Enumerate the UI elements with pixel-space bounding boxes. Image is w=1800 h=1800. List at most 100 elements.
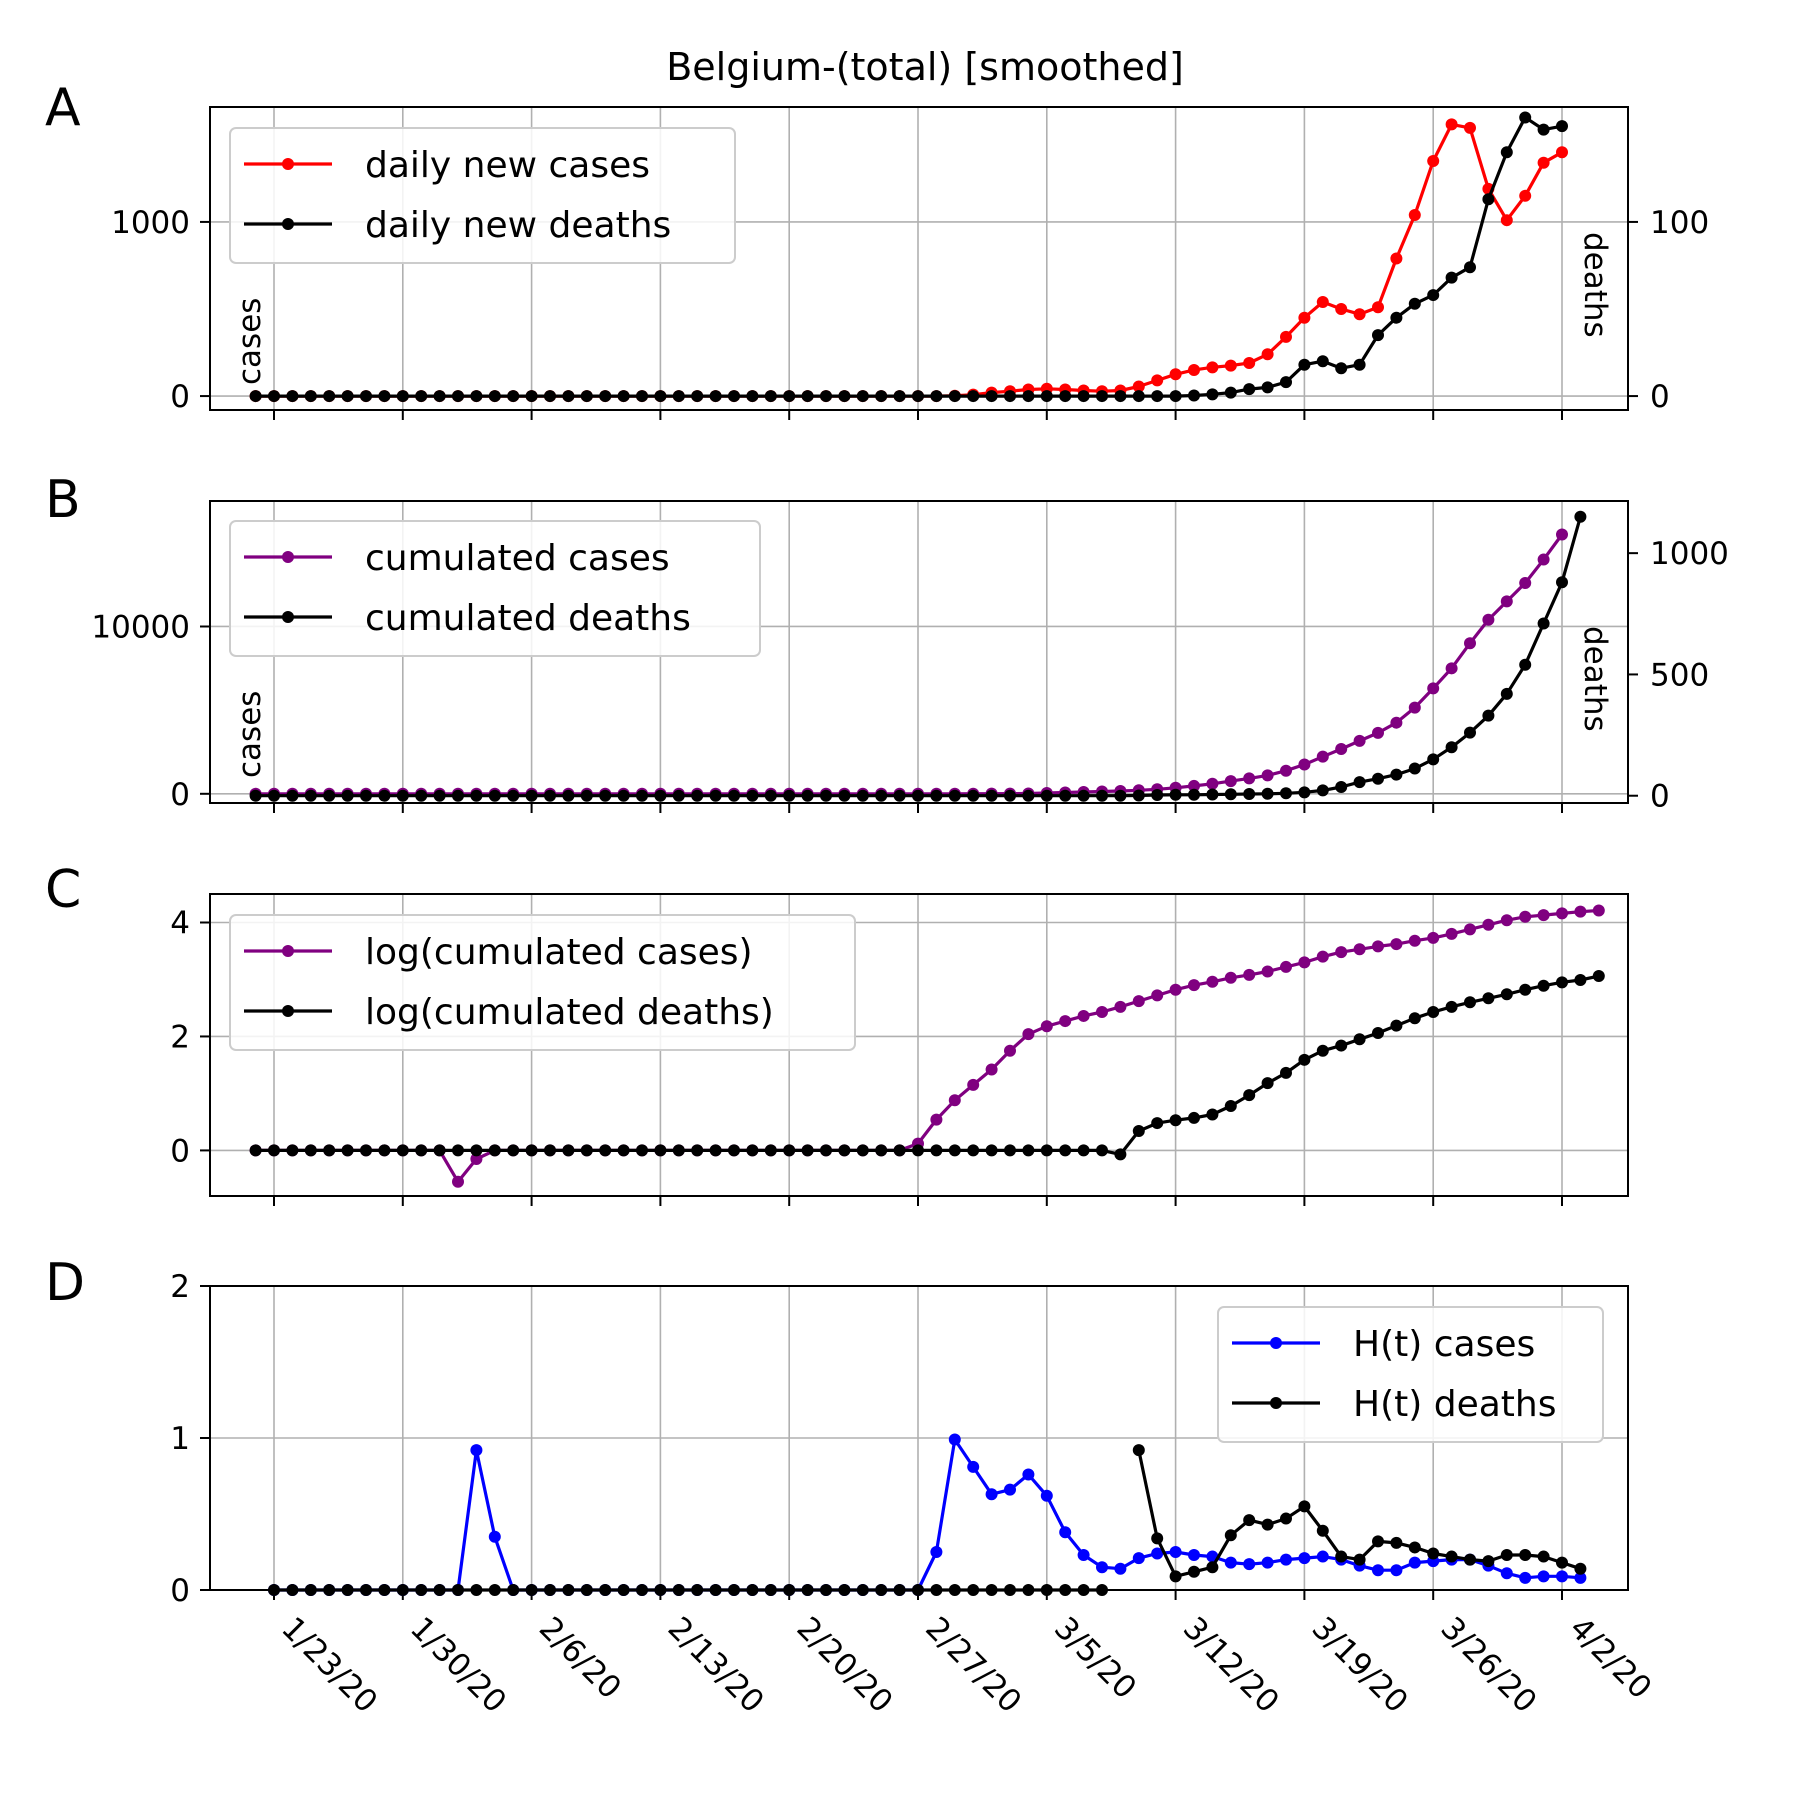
data-point bbox=[1372, 772, 1384, 785]
data-point bbox=[470, 1444, 483, 1457]
data-point bbox=[746, 789, 759, 802]
panel-letter: B bbox=[45, 470, 81, 530]
data-point bbox=[1096, 1561, 1108, 1574]
data-point bbox=[1464, 923, 1476, 936]
data-point bbox=[1132, 995, 1145, 1008]
legend: daily new cases daily new deaths bbox=[229, 127, 736, 264]
data-point bbox=[1022, 789, 1035, 802]
legend-marker bbox=[282, 1005, 294, 1017]
legend-marker bbox=[282, 945, 294, 957]
data-point bbox=[1537, 123, 1550, 136]
data-point bbox=[948, 1094, 961, 1107]
y-tick-label: 0 bbox=[170, 1573, 190, 1609]
data-point bbox=[801, 789, 814, 802]
data-point bbox=[378, 789, 391, 802]
data-point bbox=[599, 1144, 612, 1157]
data-point bbox=[1537, 909, 1550, 922]
y-tick-label: 0 bbox=[170, 379, 190, 415]
data-point bbox=[1353, 776, 1366, 789]
data-point bbox=[1114, 1000, 1127, 1013]
data-point bbox=[1077, 1144, 1090, 1157]
data-point bbox=[1298, 358, 1311, 371]
data-point bbox=[341, 789, 354, 802]
data-point bbox=[1390, 1019, 1403, 1032]
data-point bbox=[1519, 111, 1532, 124]
y-axis-label: cases bbox=[232, 691, 268, 778]
data-point bbox=[580, 789, 593, 802]
data-point bbox=[967, 1144, 980, 1157]
data-point bbox=[1556, 528, 1568, 541]
legend-marker bbox=[282, 158, 294, 170]
legend-label: log(cumulated deaths) bbox=[365, 992, 774, 1033]
data-point bbox=[1574, 905, 1587, 918]
data-point bbox=[985, 789, 998, 802]
legend-label: cumulated cases bbox=[365, 538, 670, 579]
data-point bbox=[1206, 1561, 1219, 1574]
data-point bbox=[544, 1144, 556, 1157]
legend-box bbox=[229, 520, 761, 657]
data-point bbox=[1427, 931, 1440, 944]
data-point bbox=[1224, 1556, 1237, 1569]
data-point bbox=[1500, 1567, 1513, 1580]
legend-label: log(cumulated cases) bbox=[365, 932, 753, 973]
y2-tick-label: 1000 bbox=[1650, 536, 1729, 572]
data-point bbox=[1096, 789, 1108, 802]
data-point bbox=[728, 390, 740, 403]
data-point bbox=[1408, 1012, 1421, 1025]
data-point bbox=[1353, 308, 1366, 321]
data-point bbox=[1261, 965, 1274, 978]
data-point bbox=[1537, 1570, 1550, 1583]
data-point bbox=[1280, 376, 1292, 389]
x-tick-label: 3/12/20 bbox=[1176, 1610, 1286, 1720]
data-point bbox=[1059, 1015, 1072, 1028]
data-point bbox=[1040, 390, 1053, 403]
data-point bbox=[948, 390, 961, 403]
data-point bbox=[1427, 753, 1440, 766]
data-point bbox=[1224, 1099, 1237, 1112]
data-point bbox=[636, 789, 648, 802]
data-point bbox=[1372, 726, 1384, 739]
y2-axis-label: deaths bbox=[1577, 232, 1613, 338]
data-point bbox=[1556, 146, 1568, 159]
data-point bbox=[304, 1144, 317, 1157]
legend-label: H(t) cases bbox=[1353, 1324, 1535, 1365]
data-point bbox=[672, 390, 685, 403]
data-point bbox=[1040, 1020, 1053, 1033]
data-point bbox=[1372, 301, 1384, 314]
data-point bbox=[783, 390, 796, 403]
data-point bbox=[912, 789, 924, 802]
data-point bbox=[1224, 386, 1237, 399]
data-point bbox=[1261, 348, 1274, 361]
data-point bbox=[1169, 1546, 1182, 1558]
data-point bbox=[1280, 764, 1292, 777]
data-point bbox=[1004, 1144, 1016, 1157]
data-point bbox=[1040, 1489, 1053, 1502]
data-point bbox=[1280, 1512, 1292, 1525]
data-point bbox=[1500, 1549, 1513, 1562]
data-point bbox=[912, 390, 924, 403]
data-point bbox=[525, 390, 538, 403]
data-point bbox=[1482, 193, 1495, 206]
data-point bbox=[1206, 1108, 1219, 1121]
legend-label: daily new cases bbox=[365, 145, 650, 186]
data-point bbox=[691, 789, 704, 802]
data-point bbox=[1464, 726, 1476, 739]
data-point bbox=[746, 390, 759, 403]
data-point bbox=[1261, 769, 1274, 782]
data-point bbox=[1224, 1529, 1237, 1542]
data-point bbox=[728, 1144, 740, 1157]
data-point bbox=[764, 789, 777, 802]
data-point bbox=[985, 1063, 998, 1076]
data-point bbox=[1243, 788, 1256, 801]
data-point bbox=[1298, 758, 1311, 771]
x-tick-label: 3/26/20 bbox=[1434, 1610, 1544, 1720]
data-point bbox=[1427, 289, 1440, 302]
data-point bbox=[562, 789, 575, 802]
x-tick-label: 1/30/20 bbox=[403, 1610, 513, 1720]
data-point bbox=[1335, 303, 1348, 315]
y-tick-label: 10000 bbox=[91, 609, 190, 645]
data-point bbox=[1519, 1571, 1532, 1584]
